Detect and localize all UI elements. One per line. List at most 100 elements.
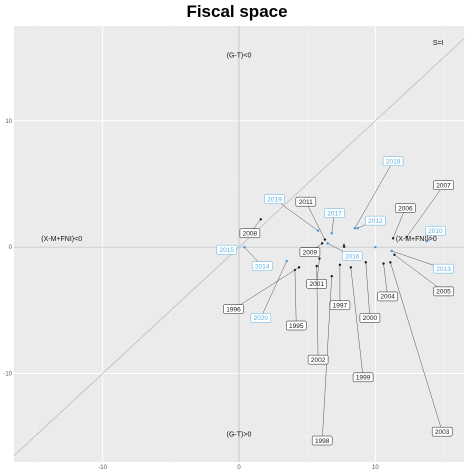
data-label: 1998 [315,438,330,445]
data-label: 1997 [333,303,348,310]
data-label: 1995 [289,323,304,330]
data-point [374,245,377,249]
x-tick-label: -10 [98,465,107,471]
data-point [338,263,342,267]
data-point [330,232,333,235]
data-point [349,266,353,269]
data-label-box [341,251,363,261]
y-tick-label: 0 [9,245,13,251]
data-label: 1999 [356,375,371,382]
data-label: 1 [342,243,346,250]
data-label: 2015 [219,247,234,254]
data-label: 2011 [299,199,313,206]
annotations: S=I (G-T)<0 (G-T)>0 (X-M+FNI)<0 (X-M+FNI)>0 [41,40,443,439]
data-point [285,259,288,263]
y-tick-label: 10 [5,119,12,125]
data-label-box [382,156,404,166]
data-label: 2005 [436,289,451,296]
data-point [342,244,346,248]
data-label-box [311,435,333,446]
data-label: 2020 [254,315,269,322]
leader-line [394,254,444,292]
data-point [297,266,301,269]
data-label: 2002 [311,357,326,364]
data-label-box [425,225,446,236]
data-point [391,237,395,240]
leader-line [274,198,319,231]
data-point [318,257,321,260]
leader-line [383,263,388,297]
leader-line [365,262,371,318]
data-label-box [223,304,244,314]
diagonal-s-equals-i-line [13,38,465,456]
leader-line [233,267,300,310]
data-label-box [216,244,237,255]
leader-line [392,207,406,239]
data-point [393,253,396,256]
data-label-box [324,208,345,218]
y-tick-label: -10 [3,372,12,378]
data-label: 2016 [345,253,360,260]
data-point [353,227,357,230]
annotation-label: (X-M+FNI)<0 [41,236,82,243]
data-point [316,229,320,232]
data-label-box [433,180,454,190]
data-point [390,249,393,253]
data-label-box [433,263,454,274]
data-points: 1995199619971998199920002001200220032004… [216,156,454,446]
data-point [320,242,324,245]
data-label: 2019 [267,196,282,203]
data-label: 2010 [428,228,443,235]
data-point [364,261,368,264]
data-point [326,242,329,245]
annotation-label: (X-M+FNI)>0 [396,236,437,243]
data-label-box [307,354,329,365]
data-point [356,227,359,230]
leader-line [294,269,297,326]
data-label-box [250,313,272,323]
data-label-box [352,372,374,383]
data-label-box [395,203,416,213]
axis-tick-labels: -10 0 10 -10 0 10 [3,119,379,471]
data-label: 2004 [380,294,395,301]
leader-line [305,201,326,240]
data-point [425,239,429,243]
annotation-label: (G-T)>0 [227,432,252,439]
data-label-box [264,194,285,204]
data-point [382,262,385,265]
leader-line [350,267,364,378]
reference-lines [13,26,465,462]
data-label-box [295,196,317,207]
data-point [243,245,246,249]
data-label: 2012 [368,218,383,225]
data-label: 2008 [243,231,258,238]
data-label-box [433,286,454,297]
data-label: 2007 [436,183,451,190]
data-label-box [365,215,386,226]
data-label: 2017 [327,210,342,217]
x-tick-label: 0 [237,465,241,471]
leader-line [260,260,287,319]
x-tick-label: 10 [372,465,379,471]
data-label: 2006 [398,205,413,212]
data-label: 1996 [226,306,241,313]
data-label-box [359,313,381,323]
annotation-label: S=I [433,40,444,47]
data-label-box [239,228,261,239]
data-label: 2018 [386,159,401,166]
data-label-box [286,320,307,331]
data-label-box [251,261,273,271]
leader-line [316,266,319,360]
leader-line [406,185,444,238]
data-point [315,264,318,268]
data-point [405,235,408,239]
leader-line [390,262,443,432]
leader-line [354,161,394,229]
chart-title: Fiscal space [186,2,288,21]
data-point [389,261,392,264]
annotation-label: (G-T)<0 [227,53,252,60]
data-point [323,238,327,241]
data-label: 2013 [436,266,451,273]
data-label: 2003 [435,429,450,436]
